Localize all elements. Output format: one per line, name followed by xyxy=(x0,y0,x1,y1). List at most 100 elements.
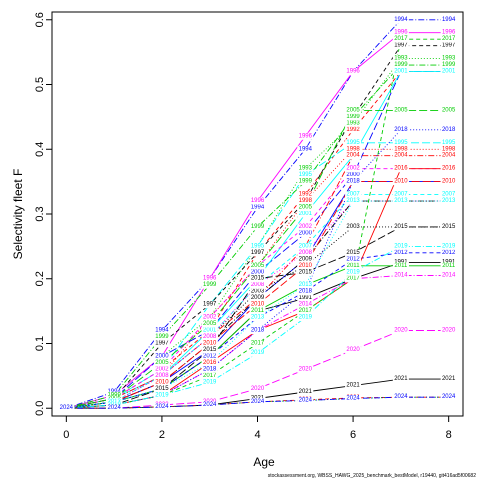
point-label-bg xyxy=(392,223,409,231)
point-label-bg xyxy=(392,262,409,270)
x-tick-label: 8 xyxy=(446,429,452,441)
point-label-2017: 2017 xyxy=(251,340,265,346)
point-label-bg xyxy=(440,178,457,186)
point-label-bg xyxy=(249,288,266,296)
point-label-bg xyxy=(297,171,314,179)
point-label-2019: 2019 xyxy=(346,269,360,275)
point-label-2012: 2012 xyxy=(346,256,360,262)
y-tick-label: 0.5 xyxy=(34,77,46,92)
point-label-bg xyxy=(201,339,218,347)
source-caption: stockassessment.org, WBSS_HAWG_2025_benc… xyxy=(268,473,476,479)
point-label-bg xyxy=(440,327,457,335)
point-label-bg xyxy=(392,106,409,114)
point-label-2017: 2017 xyxy=(346,276,360,282)
point-label-bg xyxy=(249,327,266,335)
point-label-2000: 2000 xyxy=(346,172,360,178)
point-label-bg xyxy=(297,210,314,218)
point-label-bg xyxy=(345,223,362,231)
point-label-bg xyxy=(297,301,314,309)
point-label-2019: 2019 xyxy=(203,379,217,385)
point-label-bg xyxy=(392,16,409,24)
point-label-bg xyxy=(440,42,457,50)
point-label-bg xyxy=(345,382,362,390)
point-label-bg xyxy=(297,197,314,205)
point-label-2001: 2001 xyxy=(442,69,456,75)
point-label-2005: 2005 xyxy=(203,321,217,327)
point-label-1997: 1997 xyxy=(155,340,169,346)
point-label-2016: 2016 xyxy=(394,166,408,172)
point-label-2010: 2010 xyxy=(155,379,169,385)
point-label-2005: 2005 xyxy=(442,107,456,113)
point-label-2013: 2013 xyxy=(442,198,456,204)
point-label-bg xyxy=(153,359,170,367)
point-label-2013: 2013 xyxy=(299,282,313,288)
point-label-bg xyxy=(297,294,314,302)
point-label-2024: 2024 xyxy=(107,405,121,411)
point-label-2011: 2011 xyxy=(347,263,361,269)
point-label-bg xyxy=(153,327,170,335)
point-label-bg xyxy=(297,262,314,270)
y-tick-label: 0.1 xyxy=(34,336,46,351)
point-label-bg xyxy=(297,178,314,186)
point-label-2000: 2000 xyxy=(299,230,313,236)
point-label-2011: 2011 xyxy=(251,308,265,314)
y-tick-label: 0.6 xyxy=(34,12,46,27)
point-label-2014: 2014 xyxy=(442,273,456,279)
point-label-bg xyxy=(58,404,75,412)
point-label-2008: 2008 xyxy=(299,250,313,256)
point-label-1998: 1998 xyxy=(442,146,456,152)
point-label-1998: 1998 xyxy=(346,146,360,152)
point-label-2021: 2021 xyxy=(346,383,360,389)
point-label-bg xyxy=(297,307,314,315)
point-label-2008: 2008 xyxy=(251,282,265,288)
point-label-2010: 2010 xyxy=(251,302,265,308)
point-label-2015: 2015 xyxy=(394,224,408,230)
point-label-bg xyxy=(153,352,170,360)
point-label-2010: 2010 xyxy=(203,340,217,346)
point-label-bg xyxy=(249,204,266,212)
point-label-2000: 2000 xyxy=(155,353,169,359)
point-label-2007: 2007 xyxy=(394,192,408,198)
point-label-2018: 2018 xyxy=(203,366,217,372)
point-label-bg xyxy=(345,249,362,257)
point-label-1999: 1999 xyxy=(155,334,169,340)
point-label-2020: 2020 xyxy=(442,328,456,334)
point-label-1998: 1998 xyxy=(394,146,408,152)
point-label-1996: 1996 xyxy=(203,276,217,282)
point-label-bg xyxy=(345,68,362,76)
point-label-1994: 1994 xyxy=(394,17,408,23)
point-label-2007: 2007 xyxy=(346,192,360,198)
point-label-1993: 1993 xyxy=(394,56,408,62)
point-label-bg xyxy=(345,255,362,263)
point-label-bg xyxy=(345,126,362,134)
point-label-bg xyxy=(345,119,362,127)
point-label-1995: 1995 xyxy=(442,140,456,146)
point-label-2024: 2024 xyxy=(203,402,217,408)
point-label-2019: 2019 xyxy=(155,392,169,398)
point-label-bg xyxy=(201,378,218,386)
point-label-1999: 1999 xyxy=(346,114,360,120)
point-label-bg xyxy=(153,365,170,373)
point-label-2017: 2017 xyxy=(394,36,408,42)
point-label-2007: 2007 xyxy=(442,192,456,198)
point-label-bg xyxy=(440,61,457,69)
point-label-2005: 2005 xyxy=(251,263,265,269)
point-label-2012: 2012 xyxy=(203,353,217,359)
point-label-1997: 1997 xyxy=(394,43,408,49)
point-label-2014: 2014 xyxy=(394,273,408,279)
point-label-bg xyxy=(297,165,314,173)
point-label-bg xyxy=(153,385,170,393)
point-label-1995: 1995 xyxy=(251,243,265,249)
point-label-2019: 2019 xyxy=(442,243,456,249)
point-label-1992: 1992 xyxy=(346,127,360,133)
point-label-bg xyxy=(392,191,409,199)
point-label-bg xyxy=(201,275,218,283)
point-label-2000: 2000 xyxy=(251,269,265,275)
point-label-bg xyxy=(297,229,314,237)
point-label-bg xyxy=(297,204,314,212)
point-label-2002: 2002 xyxy=(299,224,313,230)
point-label-2014: 2014 xyxy=(299,302,313,308)
y-axis: 0.0 0.1 0.2 0.3 0.4 0.5 0.6 xyxy=(34,12,52,416)
point-label-2002: 2002 xyxy=(203,315,217,321)
